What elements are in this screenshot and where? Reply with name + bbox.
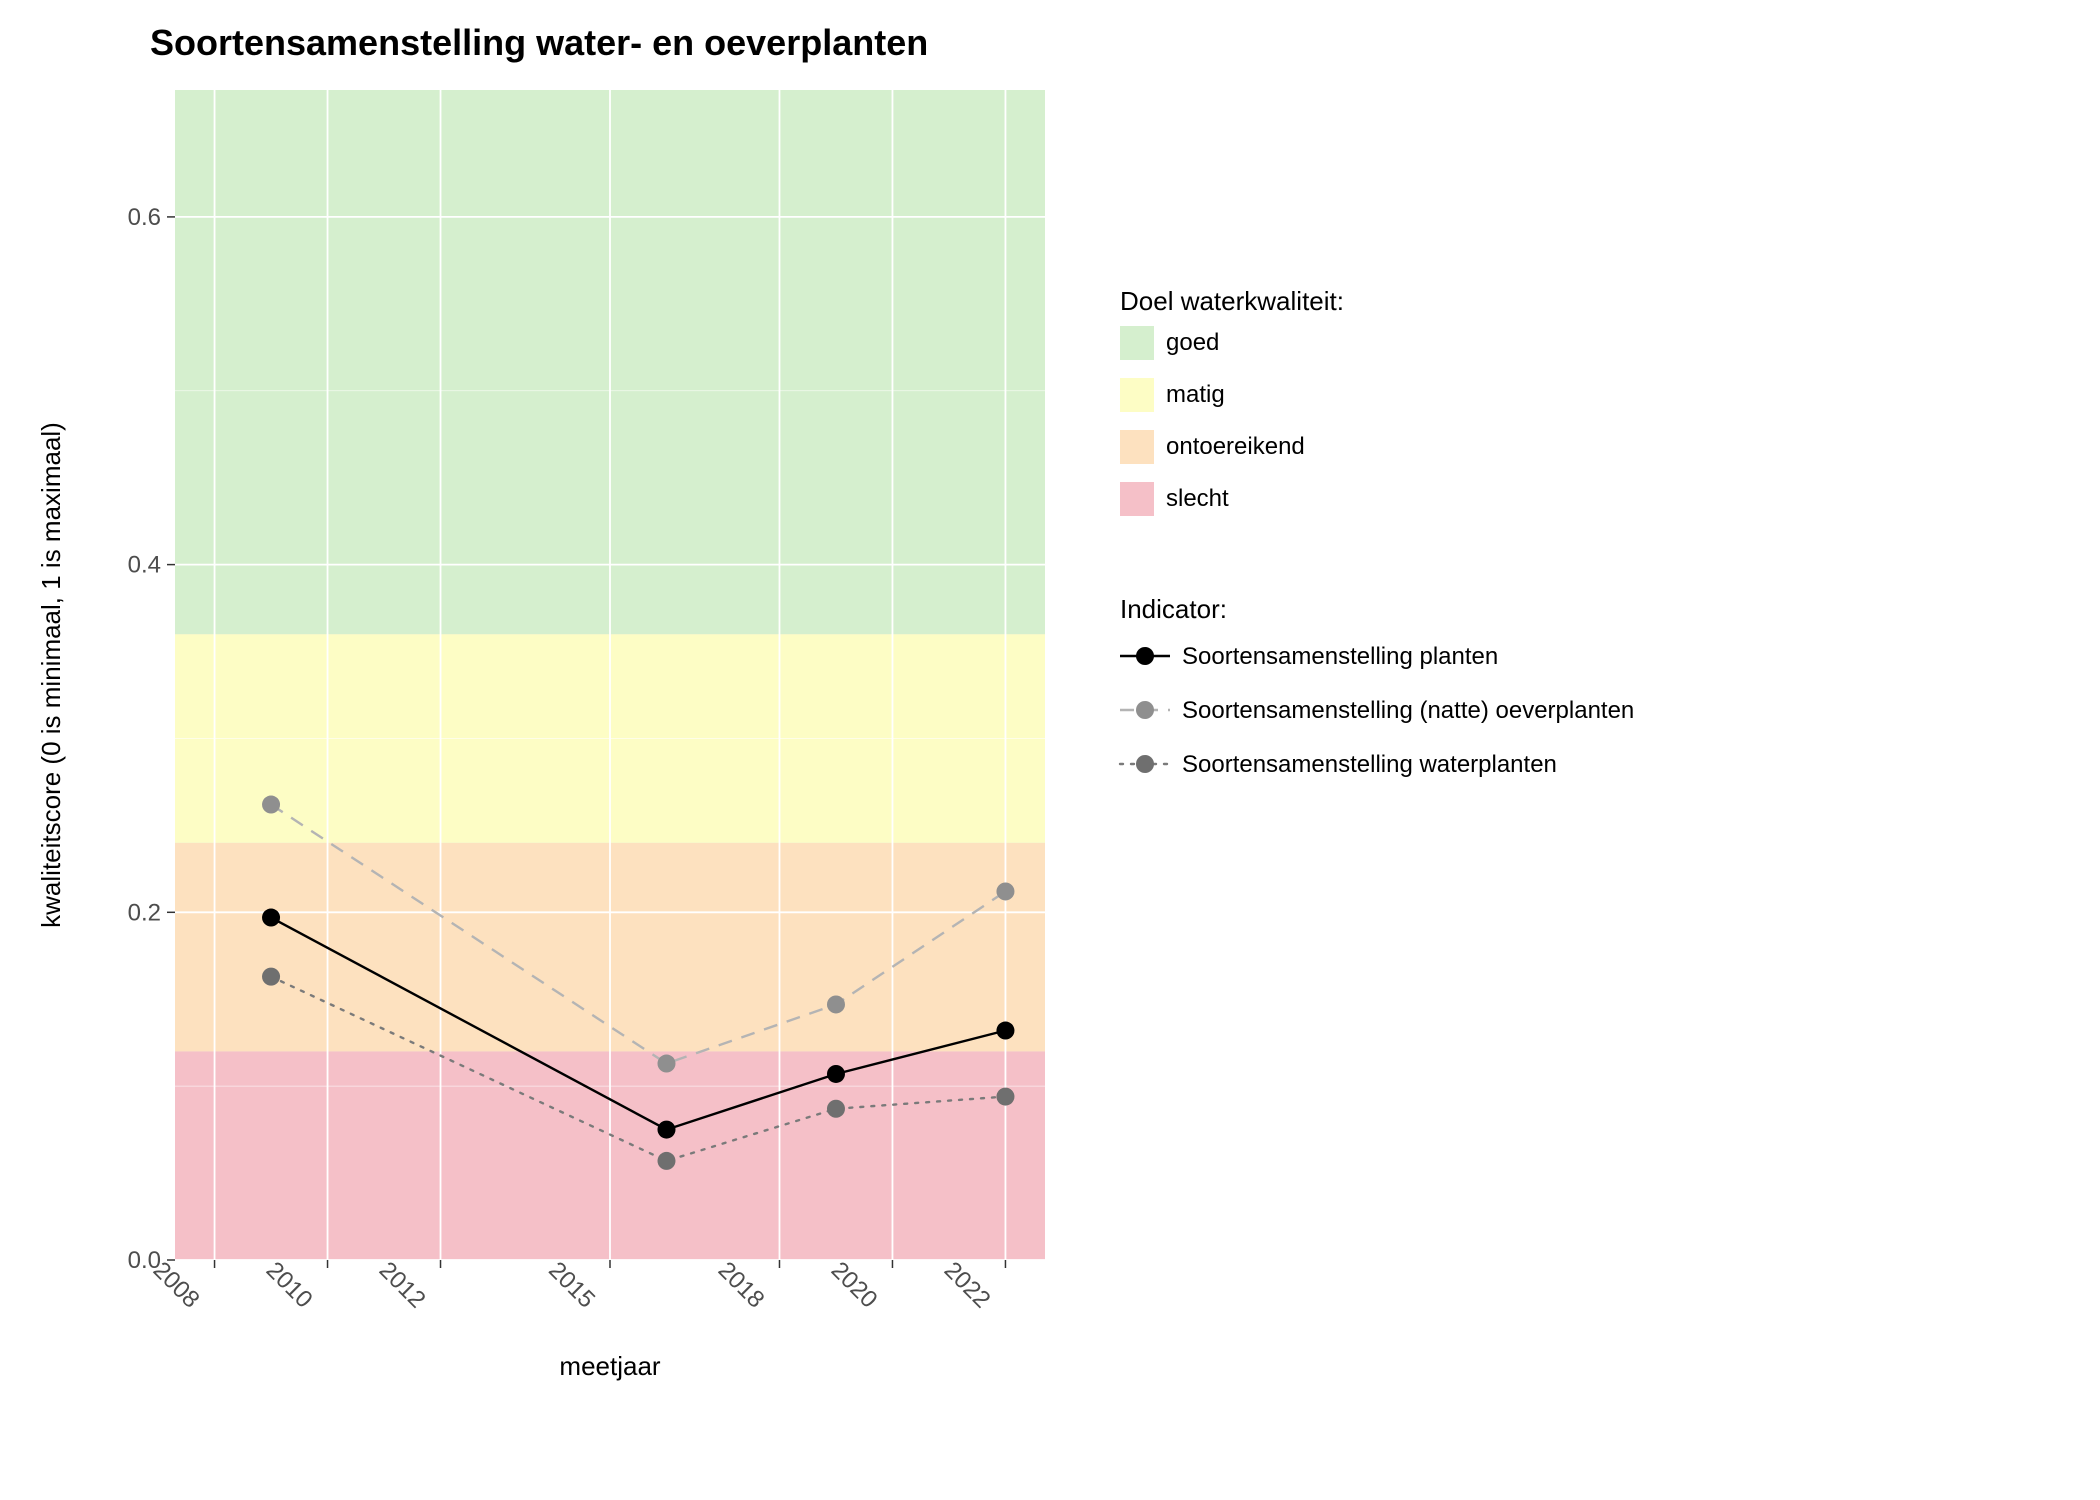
legend-marker — [1136, 755, 1154, 773]
svg-text:2022: 2022 — [939, 1257, 996, 1314]
legend-band-label: slecht — [1166, 485, 1229, 512]
legend-series-label: Soortensamenstelling waterplanten — [1182, 751, 1557, 778]
legend-band-label: goed — [1166, 329, 1219, 356]
series-marker — [827, 995, 845, 1013]
y-axis-label: kwaliteitscore (0 is minimaal, 1 is maxi… — [36, 422, 66, 928]
legend-bands-title: Doel waterkwaliteit: — [1120, 286, 1344, 316]
legend-band-label: ontoereikend — [1166, 433, 1305, 460]
svg-text:2010: 2010 — [261, 1257, 318, 1314]
series-marker — [262, 796, 280, 814]
legend-series-label: Soortensamenstelling (natte) oeverplante… — [1182, 697, 1634, 724]
y-tick-label: 0.4 — [128, 552, 161, 579]
series-marker — [996, 1022, 1014, 1040]
legend-marker — [1136, 701, 1154, 719]
x-tick: 2020 — [826, 1257, 883, 1314]
legend-band-label: matig — [1166, 381, 1225, 408]
series-marker — [657, 1055, 675, 1073]
series-marker — [996, 882, 1014, 900]
legend-series-label: Soortensamenstelling planten — [1182, 643, 1498, 670]
x-tick: 2018 — [713, 1257, 770, 1314]
svg-text:2020: 2020 — [826, 1257, 883, 1314]
legend-swatch — [1120, 482, 1154, 516]
svg-text:2018: 2018 — [713, 1257, 770, 1314]
series-marker — [262, 968, 280, 986]
series-marker — [657, 1121, 675, 1139]
svg-text:2015: 2015 — [543, 1257, 600, 1314]
x-tick: 2015 — [543, 1257, 600, 1314]
legend-swatch — [1120, 326, 1154, 360]
chart-title: Soortensamenstelling water- en oeverplan… — [150, 22, 928, 63]
series-marker — [827, 1065, 845, 1083]
x-tick: 2022 — [939, 1257, 996, 1314]
legend-swatch — [1120, 378, 1154, 412]
y-tick-label: 0.2 — [128, 899, 161, 926]
x-tick: 2010 — [261, 1257, 318, 1314]
chart-svg: Soortensamenstelling water- en oeverplan… — [0, 0, 2100, 1500]
chart-container: Soortensamenstelling water- en oeverplan… — [0, 0, 2100, 1500]
x-axis-label: meetjaar — [559, 1351, 660, 1381]
legend-swatch — [1120, 430, 1154, 464]
series-marker — [996, 1088, 1014, 1106]
series-marker — [827, 1100, 845, 1118]
y-tick-label: 0.6 — [128, 204, 161, 231]
series-marker — [262, 909, 280, 927]
x-tick: 2012 — [374, 1257, 431, 1314]
legend-marker — [1136, 647, 1154, 665]
svg-text:2012: 2012 — [374, 1257, 431, 1314]
series-marker — [657, 1152, 675, 1170]
legend-series-title: Indicator: — [1120, 594, 1227, 624]
